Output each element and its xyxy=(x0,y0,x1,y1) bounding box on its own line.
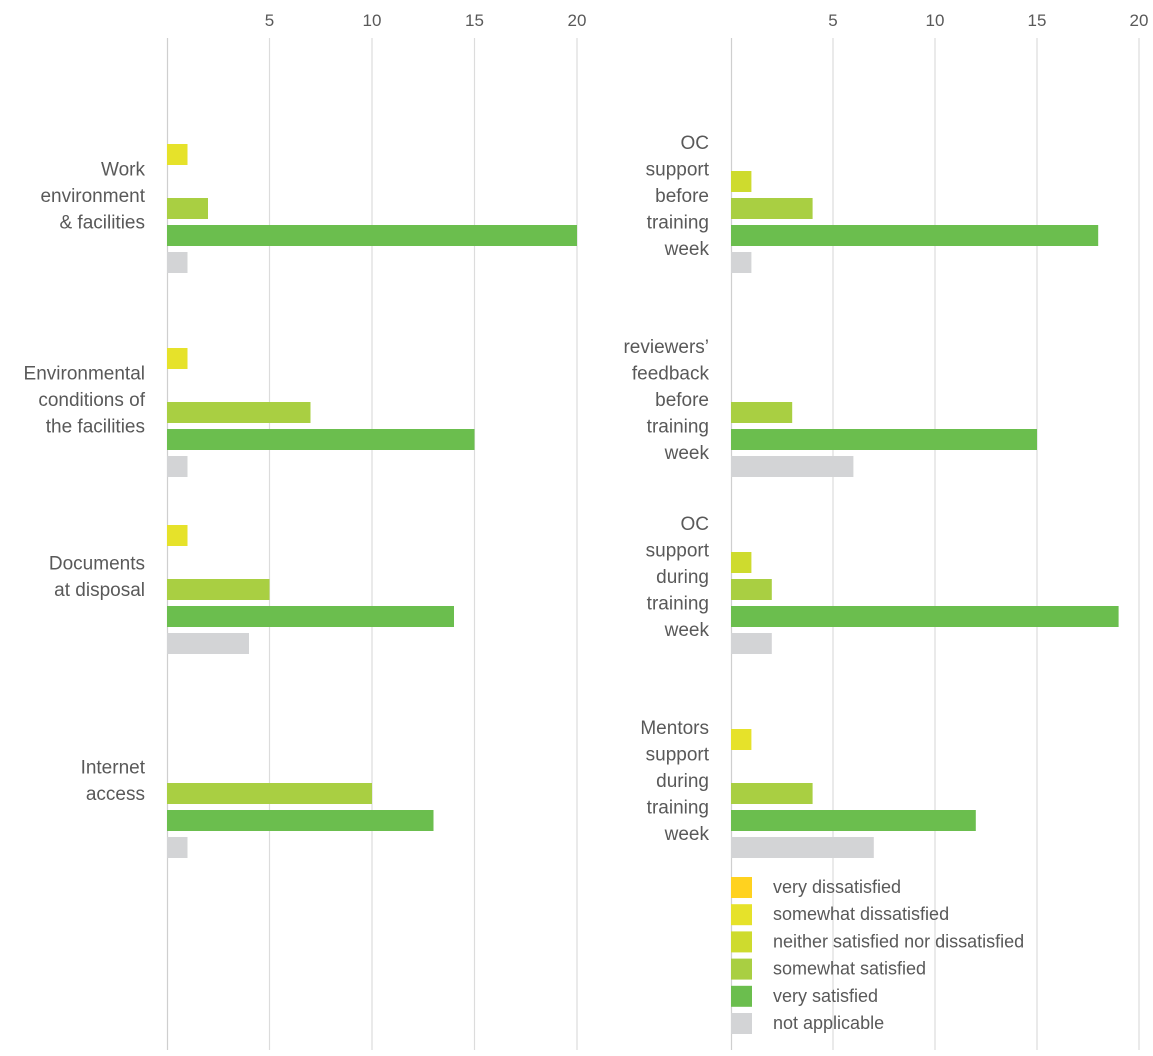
bar xyxy=(167,144,188,165)
category-label-line: Environmental xyxy=(24,363,145,384)
category-label-line: training xyxy=(647,797,709,818)
legend-label: somewhat satisfied xyxy=(773,959,926,979)
bar xyxy=(167,633,249,654)
category-label-line: before xyxy=(655,390,709,411)
category-label-line: week xyxy=(664,620,710,641)
x-tick-label: 15 xyxy=(1028,11,1047,30)
category-label-line: training xyxy=(647,212,709,233)
category-label-line: Mentors xyxy=(640,718,709,739)
bar xyxy=(167,810,434,831)
category-label-line: environment xyxy=(40,186,145,207)
bar xyxy=(167,348,188,369)
category-label: Mentors support during training week xyxy=(640,718,709,845)
category-label-line: Internet xyxy=(81,758,146,779)
bar xyxy=(731,729,752,750)
category-label-line: Documents xyxy=(49,554,145,575)
bar xyxy=(731,633,772,654)
category-label-line: during xyxy=(656,567,709,588)
bar xyxy=(167,783,372,804)
x-tick-label: 15 xyxy=(465,11,484,30)
category-label: Environmental conditions of the facilities xyxy=(24,363,146,437)
legend-label: somewhat dissatisfied xyxy=(773,904,949,924)
category-label-line: reviewers’ xyxy=(623,337,709,358)
category-label-line: week xyxy=(664,239,710,260)
bar xyxy=(731,252,752,273)
legend-swatch xyxy=(731,877,752,898)
legend-swatch xyxy=(731,904,752,926)
legend-swatch xyxy=(731,985,752,1007)
legend-swatch xyxy=(731,931,752,953)
category-label: Documents at disposal xyxy=(49,554,145,602)
legend: very dissatisfied somewhat dissatisfied ne… xyxy=(731,877,1024,1034)
bar xyxy=(167,579,270,600)
bar xyxy=(167,606,454,627)
bar xyxy=(731,810,976,831)
category-label: Work environment & facilities xyxy=(40,159,145,233)
category-label-line: OC xyxy=(681,133,710,154)
category-label-line: support xyxy=(646,744,710,765)
category-label-line: before xyxy=(655,186,709,207)
bar xyxy=(731,606,1119,627)
x-tick-label: 20 xyxy=(568,11,587,30)
category-label-line: conditions of xyxy=(38,390,145,411)
category-label-line: training xyxy=(647,593,709,614)
chart-panel-left: 5 10 15 20 Work environment & facilities Enviro… xyxy=(24,11,587,1050)
category-label-line: support xyxy=(646,540,710,561)
bar xyxy=(731,837,874,858)
x-tick-label: 5 xyxy=(828,11,837,30)
legend-swatch xyxy=(731,958,752,980)
bar xyxy=(167,525,188,546)
legend-label: very dissatisfied xyxy=(773,877,901,897)
bar xyxy=(731,225,1099,246)
category-label-line: & facilities xyxy=(59,212,145,233)
category-label-line: week xyxy=(664,443,710,464)
category-label: OC support during training week xyxy=(646,514,710,641)
category-label: Internet access xyxy=(81,758,146,806)
legend-swatch xyxy=(731,1013,752,1034)
bar xyxy=(731,171,752,192)
category-label-line: the facilities xyxy=(46,416,145,437)
bar xyxy=(731,456,854,477)
bar xyxy=(731,552,752,573)
category-label-line: feedback xyxy=(632,363,710,384)
bar xyxy=(731,402,793,423)
x-tick-label: 20 xyxy=(1130,11,1149,30)
legend-label: not applicable xyxy=(773,1013,884,1033)
bar xyxy=(167,198,208,219)
x-tick-label: 10 xyxy=(363,11,382,30)
category-label-line: access xyxy=(86,784,145,805)
category-label: reviewers’ feedback before training week xyxy=(623,337,709,464)
bar xyxy=(731,783,813,804)
bar xyxy=(731,579,772,600)
bar xyxy=(731,198,813,219)
category-label-line: training xyxy=(647,416,709,437)
x-tick-label: 5 xyxy=(265,11,274,30)
bar xyxy=(167,837,188,858)
category-label-line: at disposal xyxy=(54,580,145,601)
category-label-line: during xyxy=(656,771,709,792)
category-label-line: week xyxy=(664,824,710,845)
bar xyxy=(167,252,188,273)
bar xyxy=(167,429,475,450)
category-label-line: support xyxy=(646,159,710,180)
category-label-line: OC xyxy=(681,514,710,535)
category-label: OC support before training week xyxy=(646,133,710,260)
category-label-line: Work xyxy=(101,159,145,180)
bar xyxy=(167,225,577,246)
x-tick-label: 10 xyxy=(926,11,945,30)
bar xyxy=(731,429,1037,450)
bar xyxy=(167,456,188,477)
legend-label: neither satisfied nor dissatisfied xyxy=(773,931,1024,951)
bar xyxy=(167,402,311,423)
legend-label: very satisfied xyxy=(773,986,878,1006)
